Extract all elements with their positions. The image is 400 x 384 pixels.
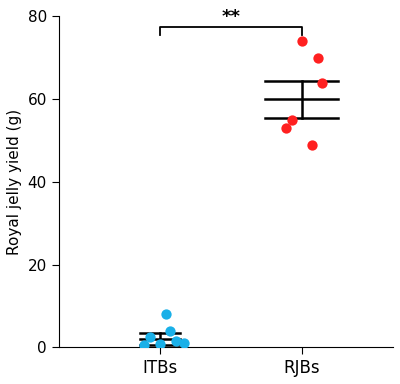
Point bbox=[181, 340, 188, 346]
Text: **: ** bbox=[222, 8, 240, 26]
Point bbox=[309, 142, 315, 148]
Point bbox=[147, 334, 153, 340]
Point bbox=[299, 38, 305, 44]
Point bbox=[157, 341, 163, 347]
Point bbox=[315, 55, 321, 61]
Point bbox=[173, 338, 180, 344]
Point bbox=[319, 79, 325, 86]
Point bbox=[163, 311, 169, 317]
Point bbox=[140, 342, 147, 348]
Y-axis label: Royal jelly yield (g): Royal jelly yield (g) bbox=[7, 109, 22, 255]
Point bbox=[282, 125, 289, 131]
Point bbox=[167, 328, 173, 334]
Point bbox=[288, 117, 295, 123]
